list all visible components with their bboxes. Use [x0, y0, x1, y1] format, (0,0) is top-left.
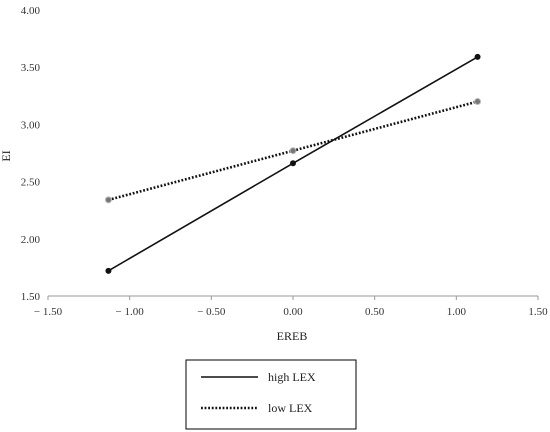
y-tick-label: 2.50	[21, 177, 41, 189]
y-axis-title: EI	[0, 150, 13, 161]
data-point-low-lex	[474, 98, 482, 106]
legend-box	[185, 359, 357, 430]
x-tick-label: 1.00	[447, 306, 467, 318]
y-tick-label: 3.00	[21, 119, 41, 131]
legend-label-low-lex: low LEX	[268, 401, 313, 415]
x-tick-label: 0.50	[365, 306, 385, 318]
data-point-low-lex	[104, 196, 112, 204]
legend-label-high-lex: high LEX	[268, 370, 316, 384]
x-axis-ticks: − 1.50 − 1.00 − 0.50 0.00 0.50 1.00 1.50	[34, 296, 548, 318]
y-tick-label: 3.50	[21, 62, 41, 74]
y-tick-label: 4.00	[21, 5, 41, 17]
x-tick-label: − 1.00	[116, 306, 145, 318]
data-point-high-lex	[290, 160, 296, 167]
data-point-high-lex	[474, 53, 481, 60]
y-tick-label: 1.50	[21, 291, 41, 303]
x-axis-title: EREB	[277, 329, 308, 343]
y-axis-ticks: 1.50 2.00 2.50 3.00 3.50 4.00	[21, 5, 41, 303]
legend: high LEX low LEX	[185, 359, 357, 430]
series-layer	[104, 53, 482, 274]
data-point-high-lex	[105, 267, 112, 274]
y-tick-label: 2.00	[21, 234, 41, 246]
x-tick-label: − 1.50	[34, 306, 63, 318]
x-tick-label: 1.50	[528, 306, 548, 318]
x-tick-label: − 0.50	[197, 306, 226, 318]
data-point-low-lex	[289, 147, 297, 155]
x-tick-label: 0.00	[283, 306, 303, 318]
